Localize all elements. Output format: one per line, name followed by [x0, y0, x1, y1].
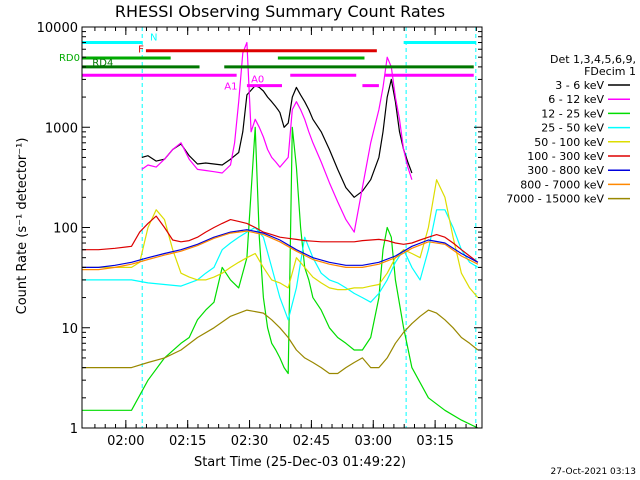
state-bar-label-n: N: [150, 33, 157, 44]
series-line-2: [82, 126, 479, 428]
x-axis-label: Start Time (25-Dec-03 01:49:22): [194, 455, 406, 470]
state-bar-label-a0: A0: [251, 75, 264, 86]
legend-label-8: 7000 - 15000 keV: [506, 193, 604, 206]
legend-label-6: 300 - 800 keV: [527, 164, 604, 177]
series-line-8: [82, 309, 479, 375]
legend-header-1: FDecim 1: [584, 65, 636, 78]
y-tick-label-4: 10000: [37, 21, 78, 36]
series-line-6: [82, 229, 479, 268]
legend-label-3: 25 - 50 keV: [541, 122, 604, 135]
legend-label-0: 3 - 6 keV: [555, 79, 604, 92]
x-tick-label-0: 02:00: [107, 434, 144, 449]
series-group: [82, 27, 479, 428]
series-line-4: [82, 179, 479, 298]
legend-label-7: 800 - 7000 keV: [520, 178, 604, 191]
footer-timestamp: 27-Oct-2021 03:13: [551, 467, 636, 477]
y-tick-label-2: 100: [53, 222, 78, 237]
state-bar-label-f: F: [138, 45, 144, 56]
plot-frame: [81, 26, 483, 429]
y-tick-label-0: 1: [70, 422, 78, 437]
series-line-0: [141, 78, 413, 198]
legend-label-5: 100 - 300 keV: [527, 150, 604, 163]
state-bar-label-rd4: RD4: [92, 58, 113, 69]
legend-label-4: 50 - 100 keV: [534, 136, 604, 149]
legend-header-0: Det 1,3,4,5,6,9,: [550, 53, 636, 66]
x-tick-label-2: 02:30: [231, 434, 268, 449]
series-line-7: [82, 230, 479, 271]
plot-area: NF RD0 RD4 A0 A1 1 10 100 1000 10000 02:00 02:15 02:…: [37, 21, 483, 449]
y-tick-label-3: 1000: [45, 121, 78, 136]
legend-label-1: 6 - 12 keV: [548, 93, 604, 106]
y-axis-label: Count Rate (s⁻¹ detector⁻¹): [15, 138, 30, 315]
chart-title: RHESSI Observing Summary Count Rates: [115, 2, 445, 21]
x-tick-label-5: 03:15: [416, 434, 453, 449]
x-tick-label-4: 03:00: [355, 434, 392, 449]
state-bar-label-rd0: RD0: [59, 53, 80, 64]
x-tick-label-3: 02:45: [293, 434, 330, 449]
series-line-5: [82, 215, 479, 263]
y-tick-label-1: 10: [61, 322, 78, 337]
x-tick-label-1: 02:15: [169, 434, 206, 449]
legend-label-2: 12 - 25 keV: [541, 107, 604, 120]
series-line-3: [82, 209, 479, 321]
state-bar-label-a1: A1: [224, 81, 237, 92]
series-line-1: [141, 41, 413, 233]
